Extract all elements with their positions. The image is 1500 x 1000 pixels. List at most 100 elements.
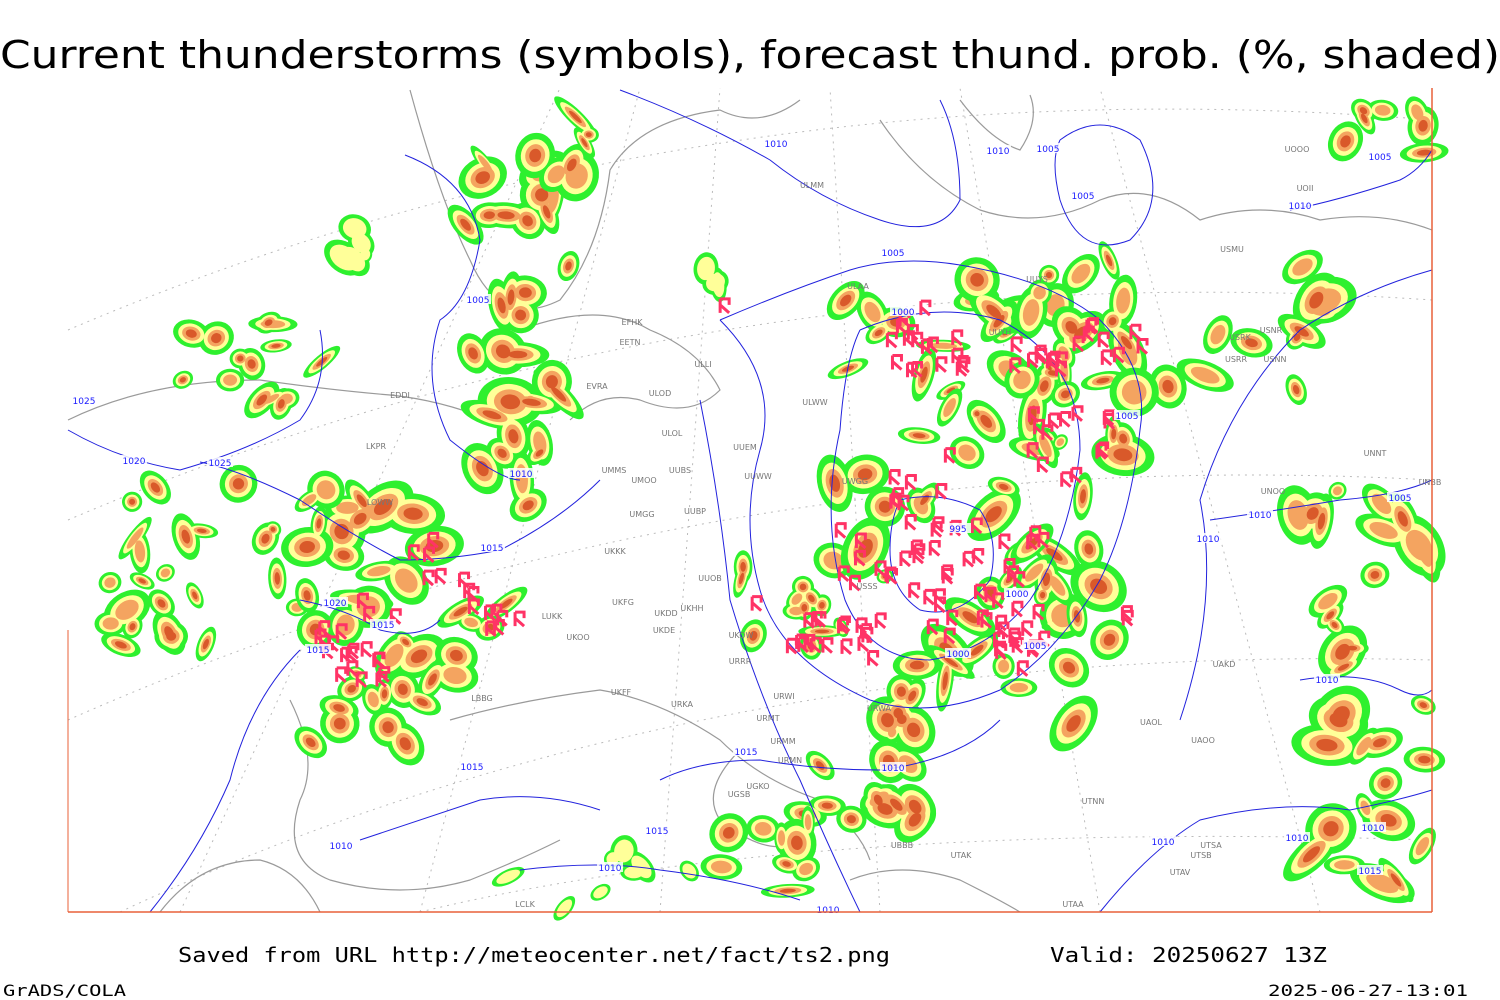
isobar-label-bg [479,542,505,552]
thunderstorm-symbol [1097,441,1110,459]
shade-area [399,737,412,751]
isobar-label-bg [305,644,331,654]
shade-area [104,577,116,588]
shade-area [1326,611,1335,620]
thunderstorm-symbol [934,596,947,614]
shade-area [1390,873,1402,887]
thunderstorm-symbol [750,595,763,612]
thunderstorm-symbol [1129,323,1142,341]
shade-area [196,528,207,533]
thunderstorm-symbol [840,638,853,655]
shade-area [211,333,222,344]
grid-line [67,291,1433,521]
station-code: UUBS [669,466,691,475]
isobar-label: 1020 [324,599,347,609]
station-code: UAKD [1213,660,1236,669]
coastline [879,119,1433,231]
shade-area [929,342,958,349]
coastline [849,869,1021,913]
station-code: UKOO [566,633,589,642]
shade-area [1084,543,1094,555]
shade-area [1108,317,1117,326]
isobar-label-bg [815,904,841,914]
shade-area [614,839,634,863]
station-code: ULOD [649,389,671,398]
shade-area [1080,489,1086,504]
shade-area [980,414,993,428]
shade-area [299,540,315,554]
shade-area [1317,512,1326,530]
map-labels: 1005 1010 1010 1005 1010 1005 1005 1005 1000 1025… [71,138,1441,916]
thunderstorm-symbol [885,331,898,349]
probability-shading [94,96,1449,921]
shade-area [1356,737,1372,756]
shade-area [443,666,467,685]
station-code: UNBB [1419,478,1442,487]
shade-area [1340,135,1351,148]
thunderstorm-symbol [976,609,989,626]
isobar-label: 1010 [1249,511,1272,521]
station-code: URRR [729,657,752,666]
thunderstorm-symbol [407,544,420,561]
shade-area [779,888,796,893]
shade-area [799,583,807,591]
shade-area [522,215,533,227]
shade-area [476,460,489,477]
shade-area [428,673,437,686]
shade-area [1337,663,1350,671]
shade-area [160,568,171,578]
shade-area [920,366,928,383]
station-code: UUYH [989,328,1012,337]
shade-area [333,717,346,730]
shade-area [367,565,391,577]
station-code: UGKO [746,782,769,791]
shade-area [890,798,903,811]
station-code: EVRA [586,382,608,391]
shade-area [336,501,359,514]
thunderstorm-symbol [923,588,936,606]
station-code: EDDI [390,391,410,400]
isobar-label-bg [1367,151,1393,161]
isobar-label: 1000 [892,308,915,318]
shade-area [840,294,852,307]
shade-area [126,527,144,549]
thunderstorm-symbol [1016,660,1029,677]
shade-area [533,431,547,455]
shade-area [1316,738,1338,752]
shade-area [754,821,772,836]
isobar-label-bg [459,761,485,771]
isobar [404,154,521,481]
shade-area [1359,107,1368,115]
shade-area [1039,380,1049,392]
shade-area [1405,529,1433,561]
isobar-label-bg [328,840,354,850]
thunderstorm-symbol [1010,336,1023,353]
station-code: UTAA [1062,900,1084,909]
shade-area [791,593,803,605]
station-code: UKDD [654,609,677,618]
shade-area [1039,591,1046,599]
shade-area [1329,712,1348,728]
station-code: UNNT [1364,449,1387,458]
isobar-label-bg [1004,588,1030,598]
shade-area [223,374,238,386]
station-code: LOWW [367,498,393,507]
isobar-label-bg [1287,200,1313,210]
thunderstorm-symbol [490,603,503,621]
shade-area [303,590,311,601]
thunderstorm-symbol [904,513,917,531]
thunderstorm-symbol [995,614,1008,632]
shade-area [585,132,592,138]
shade-area [181,529,191,544]
shade-area [1373,738,1387,748]
isobar-label: 1010 [330,842,353,852]
thunderstorm-symbol [899,550,912,568]
shade-area [846,815,856,824]
isobar-label: 1015 [481,544,504,554]
shade-area [1419,702,1428,709]
shade-area [329,244,359,271]
isobar-label-bg [945,648,971,658]
shade-area [920,494,930,505]
isobar-label: 1015 [372,621,395,631]
shade-area [129,498,136,505]
